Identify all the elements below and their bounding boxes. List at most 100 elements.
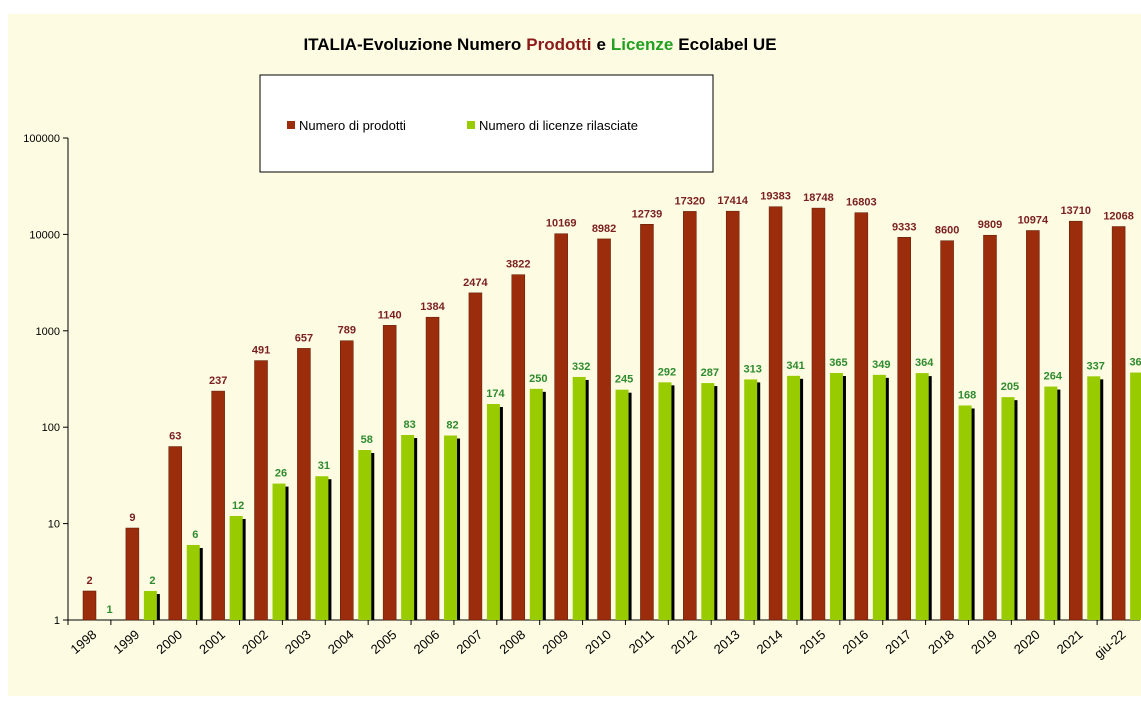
data-label: 365 (829, 357, 847, 369)
bar (340, 340, 354, 621)
y-tick-label: 10 (48, 519, 60, 531)
data-label: 12 (232, 500, 244, 512)
data-label: 26 (275, 468, 287, 480)
legend-swatch (467, 121, 475, 129)
bar (1068, 220, 1083, 621)
bar (829, 372, 843, 620)
bar (401, 435, 415, 620)
bar (572, 376, 586, 620)
bar (486, 404, 500, 620)
data-label: 332 (572, 361, 590, 373)
bar (1044, 386, 1058, 620)
bar (597, 238, 611, 621)
bar (872, 374, 886, 620)
data-label: 1384 (420, 301, 445, 313)
bar (529, 388, 543, 620)
title-part: Prodotti (526, 35, 591, 54)
data-label: 13710 (1060, 205, 1091, 217)
bar (983, 234, 997, 621)
legend-label: Numero di licenze rilasciate (479, 118, 638, 133)
bar (940, 240, 954, 621)
bar (358, 450, 372, 620)
data-label: 17320 (675, 195, 706, 207)
data-label: 313 (744, 363, 762, 375)
title-part: Licenze (611, 35, 673, 54)
data-label: 9809 (978, 219, 1002, 231)
y-tick-label: 100 (42, 422, 60, 434)
data-label: 168 (958, 389, 976, 401)
bar (272, 483, 286, 620)
data-label: 12739 (632, 208, 663, 220)
data-label: 1140 (378, 309, 402, 321)
chart-title: ITALIA-Evoluzione Numero Prodotti e Licenze… (303, 35, 776, 54)
data-label: 292 (658, 366, 676, 378)
legend-label: Numero di prodotti (299, 118, 406, 133)
data-label: 364 (915, 357, 934, 369)
y-tick-label: 10000 (29, 229, 60, 241)
data-label: 10169 (546, 218, 577, 230)
data-label: 83 (404, 419, 416, 431)
data-label: 8600 (935, 225, 959, 237)
data-label: 1 (106, 604, 112, 616)
data-label: 245 (615, 374, 633, 386)
data-label: 6 (192, 529, 198, 541)
data-label: 10974 (1018, 215, 1049, 227)
bar (554, 233, 568, 621)
data-label: 2474 (463, 277, 488, 289)
data-label: 174 (486, 388, 505, 400)
bar (658, 382, 672, 620)
y-tick-label: 1 (54, 615, 60, 627)
data-label: 2 (149, 575, 155, 587)
bar (143, 590, 157, 620)
data-label: 12068 (1103, 211, 1134, 223)
legend-swatch (287, 121, 295, 129)
bar (897, 237, 911, 621)
data-label: 264 (1044, 371, 1063, 383)
bar (297, 348, 311, 621)
data-label: 2 (86, 575, 92, 587)
y-tick-label: 100000 (23, 133, 60, 145)
data-label: 17414 (717, 195, 748, 207)
bar (725, 210, 740, 621)
bar (511, 274, 526, 621)
data-label: 82 (446, 420, 458, 432)
bar (744, 379, 758, 620)
data-label: 369 (1129, 357, 1141, 369)
bar (1087, 376, 1101, 620)
bar (1001, 397, 1015, 620)
bar (1111, 226, 1126, 621)
data-label: 16803 (846, 197, 877, 209)
bar (82, 590, 97, 621)
data-label: 58 (361, 434, 373, 446)
bar (701, 383, 715, 620)
bar (958, 405, 972, 620)
bar (768, 206, 783, 621)
bar (915, 373, 929, 620)
data-label: 287 (701, 367, 719, 379)
bar (254, 360, 268, 621)
bar (125, 527, 140, 621)
title-part: ITALIA-Evoluzione Numero (303, 35, 521, 54)
data-label: 9 (129, 512, 135, 524)
data-label: 349 (872, 359, 890, 371)
data-label: 491 (252, 345, 270, 357)
bar (1130, 372, 1141, 620)
bar (229, 515, 243, 620)
bar (640, 224, 654, 621)
bar (425, 316, 440, 621)
data-label: 9333 (892, 221, 916, 233)
bar (854, 212, 869, 621)
data-label: 18748 (803, 192, 834, 204)
bar (787, 375, 801, 620)
bar (811, 207, 826, 621)
legend (259, 74, 714, 173)
bar (683, 211, 697, 621)
bar (211, 390, 225, 621)
data-label: 341 (786, 360, 804, 372)
y-tick-label: 1000 (36, 326, 60, 338)
data-label: 63 (169, 431, 181, 443)
data-label: 789 (338, 325, 356, 337)
bar (186, 544, 200, 620)
bar (168, 446, 183, 621)
